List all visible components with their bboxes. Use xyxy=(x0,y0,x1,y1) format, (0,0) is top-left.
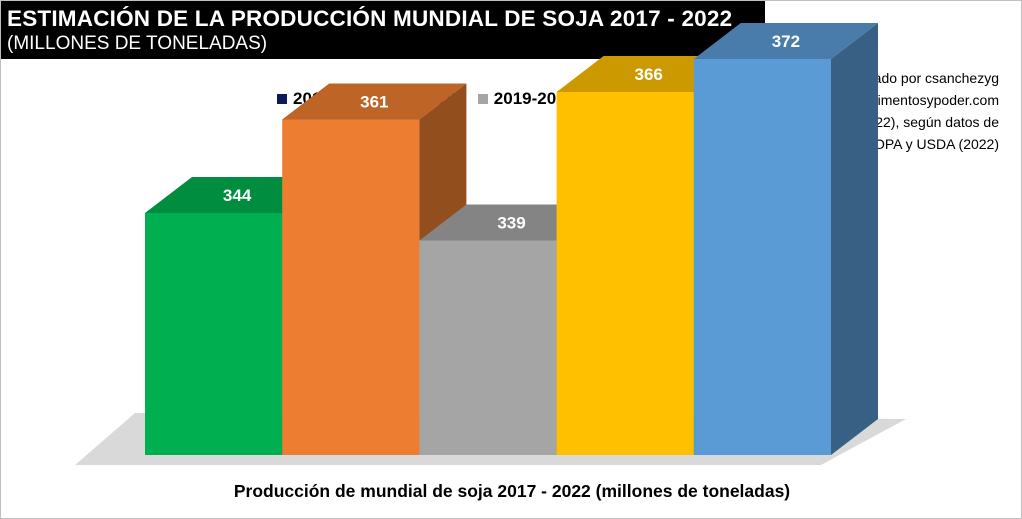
credit-line: (2022), según datos de xyxy=(855,114,999,130)
data-label: 339 xyxy=(497,214,525,233)
legend-swatch xyxy=(277,94,287,104)
bar-front xyxy=(556,92,694,455)
chart-title: ESTIMACIÓN DE LA PRODUCCIÓN MUNDIAL DE S… xyxy=(7,6,733,31)
title-banner: ESTIMACIÓN DE LA PRODUCCIÓN MUNDIAL DE S… xyxy=(1,1,765,59)
legend-label: 2019-20 xyxy=(493,89,557,108)
data-label: 366 xyxy=(635,65,663,84)
data-label: 372 xyxy=(772,32,800,51)
legend-item: 2019-20 xyxy=(477,89,557,109)
credit-line: SOPA y USDA (2022) xyxy=(864,136,999,152)
bar-front xyxy=(282,119,420,455)
data-label: 361 xyxy=(360,93,388,112)
bar-front xyxy=(693,59,831,455)
data-label: 344 xyxy=(223,186,252,205)
x-axis-label: Producción de mundial de soja 2017 - 202… xyxy=(233,481,791,501)
bar-front xyxy=(419,240,557,455)
chart-subtitle: (MILLONES DE TONELADAS) xyxy=(7,33,268,54)
bar-top xyxy=(693,23,878,59)
bar-front xyxy=(145,213,283,455)
bar-side xyxy=(831,23,878,455)
legend-swatch xyxy=(477,94,488,104)
bar-top xyxy=(282,83,467,120)
